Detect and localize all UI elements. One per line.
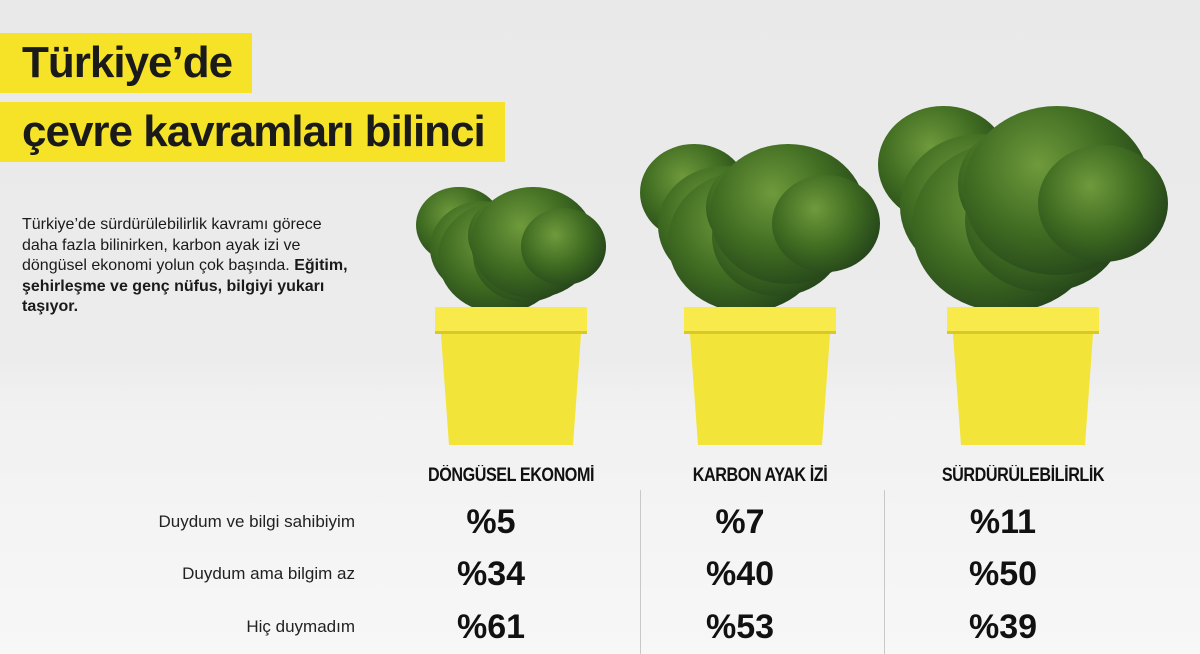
column-header: KARBON AYAK İZİ bbox=[692, 465, 828, 486]
value-cell: %40 bbox=[705, 555, 775, 593]
intro-regular: Türkiye’de sürdürülebilirlik kavramı gör… bbox=[22, 216, 322, 274]
row-label: Duydum ve bilgi sahibiyim bbox=[158, 512, 355, 531]
value-cell: %5 bbox=[466, 503, 516, 541]
value-cell: %7 bbox=[715, 503, 765, 541]
foliage bbox=[1037, 144, 1168, 263]
column-divider bbox=[640, 490, 641, 654]
value-cell: %53 bbox=[705, 608, 775, 646]
title-line-2: çevre kavramları bilinci bbox=[0, 102, 505, 162]
column-header: SÜRDÜRÜLEBİLİRLİK bbox=[941, 465, 1105, 486]
intro-text: Türkiye’de sürdürülebilirlik kavramı gör… bbox=[22, 215, 352, 318]
yellow-pot bbox=[435, 307, 587, 445]
value-cell: %39 bbox=[968, 608, 1038, 646]
yellow-pot bbox=[684, 307, 836, 445]
value-cell: %50 bbox=[968, 555, 1038, 593]
row-label: Hiç duymadım bbox=[246, 617, 355, 636]
plant-1 bbox=[361, 180, 661, 445]
value-cell: %34 bbox=[456, 555, 526, 593]
column-header: DÖNGÜSEL EKONOMİ bbox=[427, 465, 595, 486]
value-cell: %61 bbox=[456, 608, 526, 646]
yellow-pot bbox=[947, 307, 1099, 445]
plant-3 bbox=[873, 95, 1173, 445]
row-label: Duydum ama bilgim az bbox=[182, 564, 355, 583]
column-divider bbox=[884, 490, 885, 654]
value-cell: %11 bbox=[969, 503, 1037, 541]
foliage bbox=[520, 207, 606, 285]
title-line-1: Türkiye’de bbox=[0, 33, 253, 93]
foliage bbox=[772, 174, 880, 273]
plant-2 bbox=[610, 135, 910, 445]
intro-bold: Eğitim, şehirleşme ve genç nüfus, bilgiy… bbox=[22, 257, 348, 315]
